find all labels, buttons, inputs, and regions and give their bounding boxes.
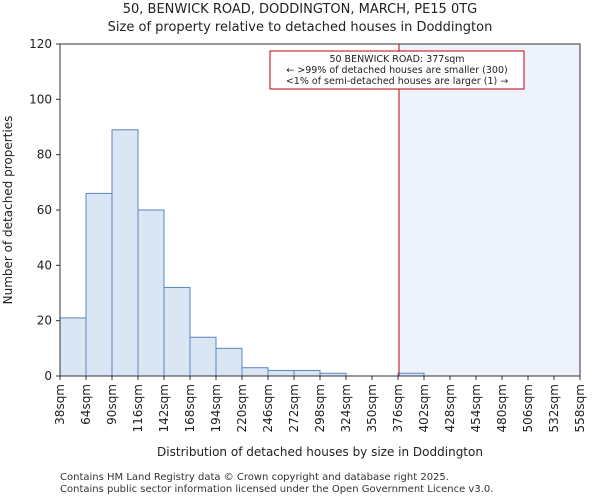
x-tick-label: 142sqm [157, 384, 171, 432]
y-tick-label: 80 [37, 148, 52, 162]
bar-168sqm [189, 336, 217, 377]
y-tick-label: 120 [29, 37, 52, 51]
bar-272sqm [293, 369, 321, 377]
y-tick-label: 60 [37, 203, 52, 217]
x-tick-label: 324sqm [339, 384, 353, 432]
x-tick-label: 168sqm [183, 384, 197, 432]
annotation-line-2: ← >99% of detached houses are smaller (3… [286, 65, 507, 76]
x-tick-label: 194sqm [209, 384, 223, 432]
x-tick-label: 246sqm [261, 384, 275, 432]
x-tick-label: 376sqm [391, 384, 405, 432]
bar-38sqm [59, 317, 87, 377]
chart-title: 50, BENWICK ROAD, DODDINGTON, MARCH, PE1… [122, 2, 478, 17]
y-tick-label: 100 [29, 92, 52, 106]
x-axis: 38sqm 64sqm 90sqm 116sqm 142sqm 168sqm 194sqm 2… [53, 376, 587, 432]
x-tick-label: 350sqm [365, 384, 379, 432]
bars-group [59, 129, 425, 377]
footer-copyright: Contains HM Land Registry data © Crown c… [60, 472, 449, 483]
x-tick-label: 428sqm [443, 384, 457, 432]
plot-frame [59, 43, 581, 377]
bar-90sqm [111, 129, 139, 377]
x-tick-label: 558sqm [573, 384, 587, 432]
y-axis-label: Number of detached properties [1, 116, 15, 305]
bar-142sqm [163, 286, 191, 377]
y-tick-label: 40 [37, 258, 52, 272]
x-axis-label: Distribution of detached houses by size … [157, 445, 483, 459]
x-tick-label: 64sqm [79, 384, 93, 425]
bar-116sqm [137, 209, 165, 377]
x-tick-label: 116sqm [131, 384, 145, 432]
x-tick-label: 298sqm [313, 384, 327, 432]
x-tick-label: 90sqm [105, 384, 119, 425]
annotation-border [269, 50, 525, 90]
bar-220sqm [241, 367, 269, 377]
y-tick-label: 0 [44, 369, 52, 383]
x-tick-label: 454sqm [469, 384, 483, 432]
y-axis: 0 20 40 60 80 100 120 [29, 37, 60, 383]
annotation-line-1: 50 BENWICK ROAD: 377sqm [329, 54, 464, 65]
x-tick-label: 506sqm [521, 384, 535, 432]
x-tick-label: 532sqm [547, 384, 561, 432]
x-tick-label: 480sqm [495, 384, 509, 432]
larger-region-highlight [399, 44, 580, 376]
x-tick-label: 402sqm [417, 384, 431, 432]
x-tick-label: 220sqm [235, 384, 249, 432]
annotation-line-3: <1% of semi-detached houses are larger (… [286, 76, 508, 87]
bar-194sqm [215, 347, 243, 377]
x-tick-label: 272sqm [287, 384, 301, 432]
footer-licence: Contains public sector information licen… [60, 484, 494, 495]
x-tick-label: 38sqm [53, 384, 67, 425]
chart-subtitle: Size of property relative to detached ho… [107, 20, 493, 35]
bar-246sqm [267, 369, 295, 377]
annotation-box: 50 BENWICK ROAD: 377sqm ← >99% of detach… [269, 50, 525, 90]
y-tick-label: 20 [37, 314, 52, 328]
bar-64sqm [85, 192, 113, 377]
